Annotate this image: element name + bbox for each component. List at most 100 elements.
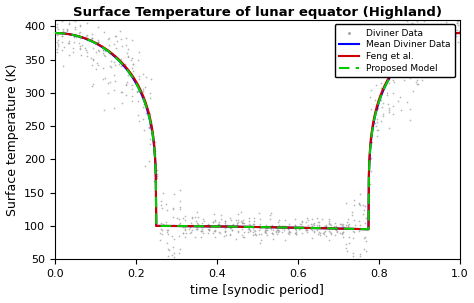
Point xyxy=(272,229,280,234)
Point xyxy=(110,72,118,77)
Point xyxy=(455,28,463,33)
Point xyxy=(176,222,184,227)
Point xyxy=(344,222,352,227)
Point xyxy=(356,202,364,207)
Point xyxy=(448,41,456,45)
Point xyxy=(338,231,346,236)
Point xyxy=(169,206,176,211)
Point xyxy=(83,36,91,41)
Point xyxy=(349,229,357,234)
Point xyxy=(319,217,326,221)
Point xyxy=(227,215,234,220)
Point xyxy=(69,18,77,22)
Point xyxy=(298,219,305,224)
Point xyxy=(281,224,289,228)
Point xyxy=(438,25,445,30)
Point xyxy=(325,222,333,227)
Point xyxy=(320,231,328,236)
Point xyxy=(263,227,270,232)
Point xyxy=(146,112,154,116)
Point xyxy=(286,229,294,234)
Point xyxy=(117,37,124,42)
Point xyxy=(88,63,95,68)
Point xyxy=(299,231,306,236)
Point xyxy=(262,226,270,231)
Point xyxy=(205,228,212,233)
Point xyxy=(431,45,439,50)
Point xyxy=(228,228,236,233)
Point xyxy=(338,231,346,236)
Point xyxy=(95,49,102,54)
Point xyxy=(245,224,252,229)
Point xyxy=(176,221,184,225)
Point xyxy=(70,8,77,12)
Point xyxy=(83,32,91,37)
Point xyxy=(83,20,91,25)
Point xyxy=(210,220,217,225)
Point xyxy=(232,217,239,222)
Point xyxy=(314,223,321,228)
Point xyxy=(332,227,339,232)
Point xyxy=(389,17,396,22)
Point xyxy=(349,236,356,241)
Point xyxy=(169,214,177,219)
Point xyxy=(128,56,136,61)
Point xyxy=(234,223,241,228)
Point xyxy=(443,28,451,32)
Point xyxy=(345,235,353,240)
Point xyxy=(211,228,219,233)
Point xyxy=(425,63,432,68)
Point xyxy=(117,90,125,95)
Point xyxy=(426,42,433,47)
Point xyxy=(366,95,374,99)
Point xyxy=(368,140,375,145)
Point xyxy=(186,231,193,235)
Point xyxy=(278,229,286,234)
Point xyxy=(152,174,160,179)
Point xyxy=(339,229,346,234)
Point xyxy=(401,44,409,48)
Point xyxy=(215,222,223,227)
Point xyxy=(53,32,61,37)
Point xyxy=(197,229,204,234)
Point xyxy=(409,88,416,93)
Point xyxy=(100,77,107,82)
Point xyxy=(436,41,444,45)
Point xyxy=(262,228,270,232)
Point xyxy=(377,98,384,102)
Point xyxy=(52,29,60,34)
Point xyxy=(437,25,444,30)
Point xyxy=(389,21,396,26)
Point xyxy=(373,134,381,139)
Point xyxy=(76,46,84,51)
Point xyxy=(337,222,345,227)
Point xyxy=(363,248,370,253)
Point xyxy=(150,179,158,184)
Point xyxy=(71,27,79,32)
Point xyxy=(268,231,276,235)
Point xyxy=(164,227,171,232)
Point xyxy=(267,225,275,230)
Point xyxy=(146,122,153,127)
Point xyxy=(100,107,108,112)
Point xyxy=(395,47,402,52)
Point xyxy=(336,231,344,235)
Point xyxy=(406,62,413,66)
Point xyxy=(112,45,120,50)
Point xyxy=(100,53,108,58)
Point xyxy=(299,224,306,229)
Y-axis label: Surface temperature (K): Surface temperature (K) xyxy=(6,63,18,216)
Point xyxy=(310,229,318,234)
Point xyxy=(349,254,356,258)
Point xyxy=(163,229,171,234)
Point xyxy=(157,220,164,225)
Point xyxy=(245,227,252,231)
Point xyxy=(148,77,155,82)
Point xyxy=(430,30,438,35)
Point xyxy=(170,222,177,227)
Point xyxy=(275,222,283,227)
Point xyxy=(136,76,143,81)
Point xyxy=(54,38,62,43)
Point xyxy=(447,37,455,42)
Point xyxy=(286,221,293,226)
